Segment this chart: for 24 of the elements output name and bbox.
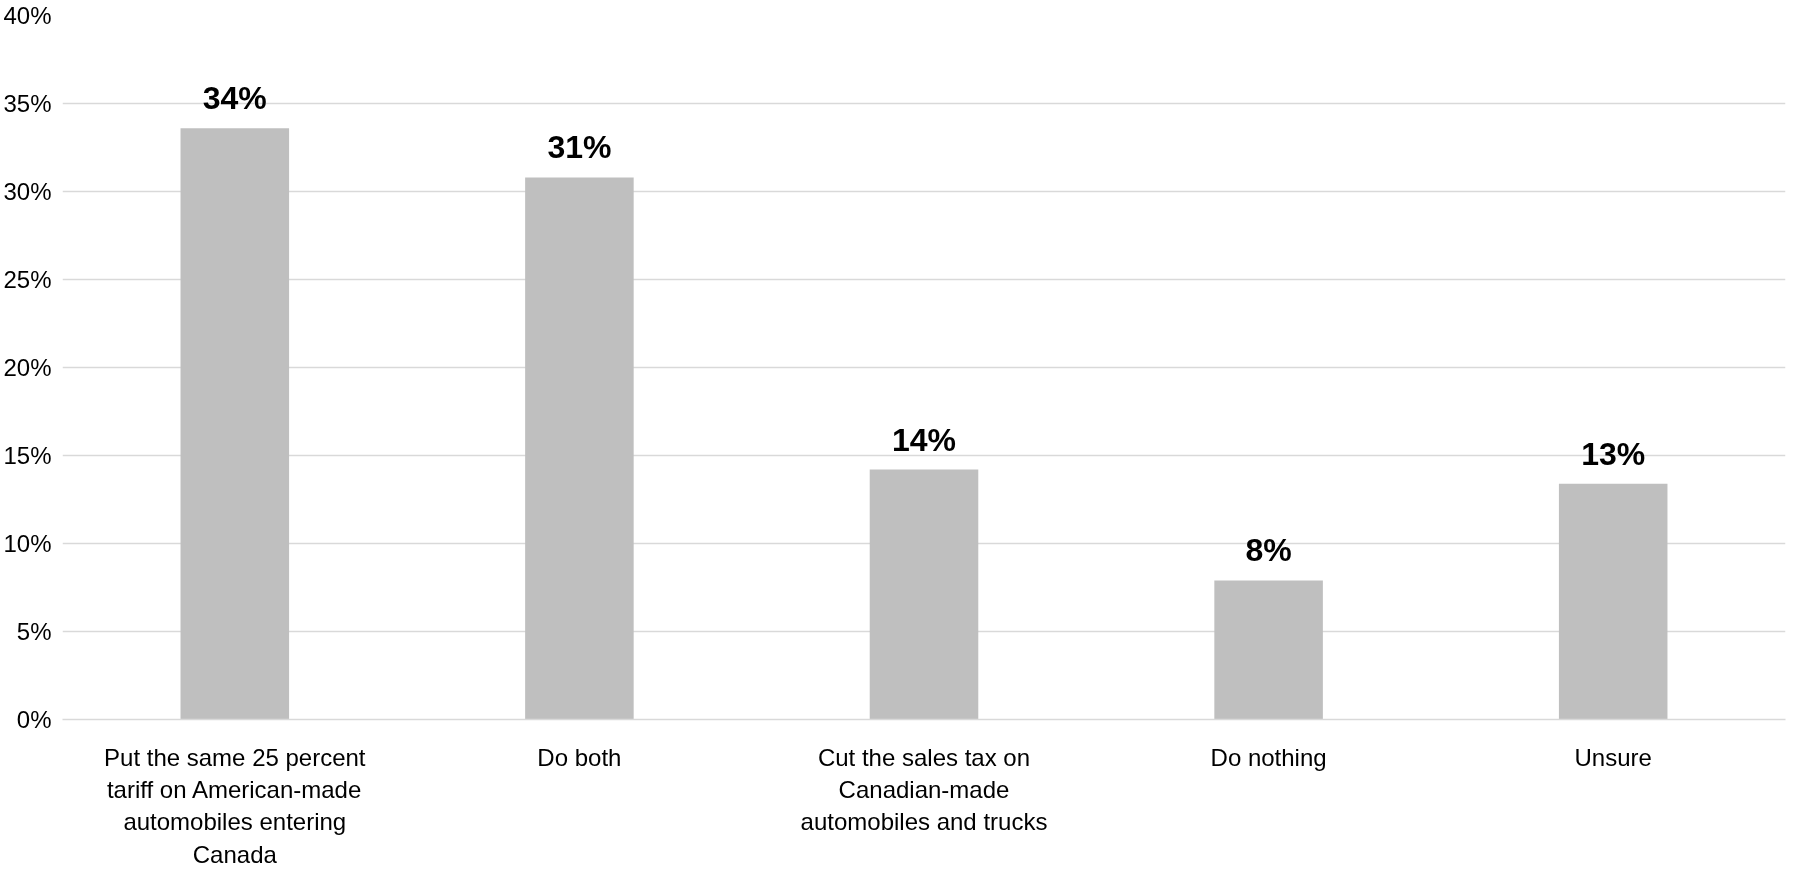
- y-tick-label: 20%: [3, 354, 52, 381]
- data-label: 34%: [202, 80, 267, 117]
- y-tick-label: 40%: [3, 2, 52, 29]
- y-tick-label: 0%: [16, 706, 52, 733]
- data-label: 31%: [547, 129, 612, 166]
- bar: [869, 469, 979, 720]
- data-label: 8%: [1245, 532, 1292, 569]
- bar: [1214, 580, 1323, 720]
- y-tick-label: 30%: [3, 178, 52, 205]
- y-tick-label: 10%: [3, 530, 52, 557]
- x-tick-label: Do both: [537, 743, 622, 771]
- y-tick-label: 35%: [3, 90, 52, 117]
- data-label: 14%: [891, 421, 957, 458]
- bar: [180, 128, 290, 720]
- bar: [525, 177, 634, 720]
- bar: [1558, 483, 1668, 720]
- y-tick-label: 15%: [3, 442, 52, 469]
- y-tick-label: 25%: [3, 266, 52, 293]
- data-label: 13%: [1581, 435, 1646, 472]
- x-tick-label: Unsure: [1574, 743, 1652, 771]
- y-tick-label: 5%: [16, 618, 52, 645]
- x-tick-label: Put the same 25 percent tariff on American-made automobiles entering Canada: [104, 743, 366, 868]
- x-tick-label: Do nothing: [1210, 743, 1327, 771]
- x-tick-label: Cut the sales tax on Canadian-made automobiles and trucks: [800, 743, 1048, 836]
